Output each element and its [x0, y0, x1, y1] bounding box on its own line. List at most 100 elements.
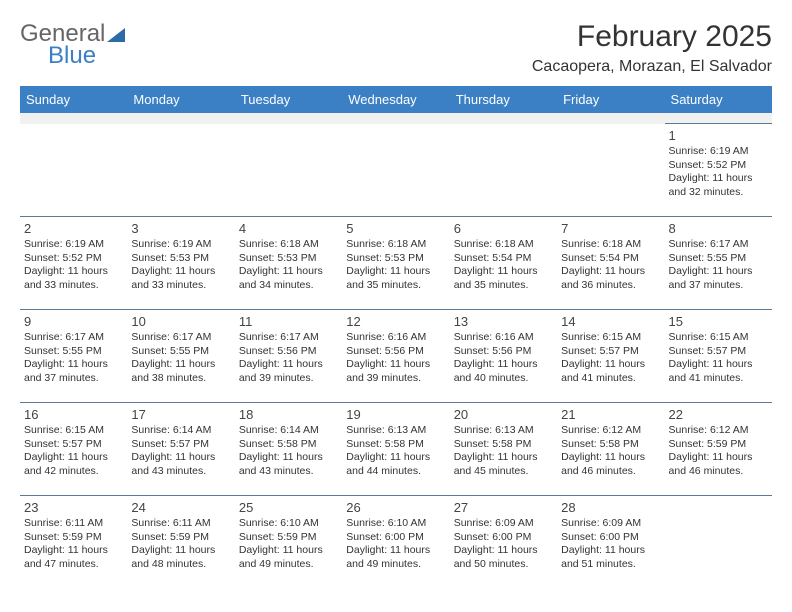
day-info: Sunrise: 6:11 AMSunset: 5:59 PMDaylight:… [24, 517, 123, 572]
day-cell [20, 124, 127, 217]
location: Cacaopera, Morazan, El Salvador [532, 58, 772, 76]
day-info: Sunrise: 6:19 AMSunset: 5:52 PMDaylight:… [24, 238, 123, 293]
day-info: Sunrise: 6:16 AMSunset: 5:56 PMDaylight:… [454, 331, 553, 386]
day-info: Sunrise: 6:17 AMSunset: 5:56 PMDaylight:… [239, 331, 338, 386]
day-number: 6 [454, 221, 553, 236]
daylight-text: Daylight: 11 hours and 41 minutes. [669, 358, 768, 385]
day-info: Sunrise: 6:10 AMSunset: 5:59 PMDaylight:… [239, 517, 338, 572]
day-cell: 21Sunrise: 6:12 AMSunset: 5:58 PMDayligh… [557, 403, 664, 496]
daylight-text: Daylight: 11 hours and 33 minutes. [131, 265, 230, 292]
day-cell [665, 496, 772, 589]
sunrise-text: Sunrise: 6:15 AM [24, 424, 123, 438]
day-number: 14 [561, 314, 660, 329]
day-cell [342, 124, 449, 217]
week-row: 1Sunrise: 6:19 AMSunset: 5:52 PMDaylight… [20, 124, 772, 217]
day-info: Sunrise: 6:17 AMSunset: 5:55 PMDaylight:… [131, 331, 230, 386]
day-number: 28 [561, 500, 660, 515]
daylight-text: Daylight: 11 hours and 46 minutes. [669, 451, 768, 478]
day-cell: 28Sunrise: 6:09 AMSunset: 6:00 PMDayligh… [557, 496, 664, 589]
sunrise-text: Sunrise: 6:16 AM [454, 331, 553, 345]
day-cell: 13 Sunrise: 6:16 AMSunset: 5:56 PMDayligh… [450, 310, 557, 403]
col-wednesday: Wednesday [342, 86, 449, 113]
day-number: 9 [24, 314, 123, 329]
col-tuesday: Tuesday [235, 86, 342, 113]
day-cell [450, 124, 557, 217]
sunset-text: Sunset: 5:55 PM [669, 252, 768, 266]
daylight-text: Daylight: 11 hours and 35 minutes. [346, 265, 445, 292]
day-cell: 8 Sunrise: 6:17 AMSunset: 5:55 PMDaylight… [665, 217, 772, 310]
day-number: 12 [346, 314, 445, 329]
day-cell: 10Sunrise: 6:17 AMSunset: 5:55 PMDayligh… [127, 310, 234, 403]
day-info: Sunrise: 6:11 AMSunset: 5:59 PMDaylight:… [131, 517, 230, 572]
day-cell: 1Sunrise: 6:19 AMSunset: 5:52 PMDaylight… [665, 124, 772, 217]
day-number: 25 [239, 500, 338, 515]
sunrise-text: Sunrise: 6:11 AM [131, 517, 230, 531]
week-row: 2Sunrise: 6:19 AMSunset: 5:52 PMDaylight… [20, 217, 772, 310]
sunrise-text: Sunrise: 6:09 AM [561, 517, 660, 531]
day-info: Sunrise: 6:13 AMSunset: 5:58 PMDaylight:… [346, 424, 445, 479]
day-number: 4 [239, 221, 338, 236]
day-number: 7 [561, 221, 660, 236]
day-info: Sunrise: 6:17 AMSunset: 5:55 PMDaylight:… [669, 238, 768, 293]
week-row: 23Sunrise: 6:11 AMSunset: 5:59 PMDayligh… [20, 496, 772, 589]
daylight-text: Daylight: 11 hours and 34 minutes. [239, 265, 338, 292]
day-cell: 20Sunrise: 6:13 AMSunset: 5:58 PMDayligh… [450, 403, 557, 496]
sunrise-text: Sunrise: 6:17 AM [24, 331, 123, 345]
day-cell: 23Sunrise: 6:11 AMSunset: 5:59 PMDayligh… [20, 496, 127, 589]
day-info: Sunrise: 6:12 AMSunset: 5:58 PMDaylight:… [561, 424, 660, 479]
header: General Blue February 2025 Cacaopera, Mo… [20, 20, 772, 76]
sunrise-text: Sunrise: 6:09 AM [454, 517, 553, 531]
sunset-text: Sunset: 6:00 PM [454, 531, 553, 545]
sunrise-text: Sunrise: 6:18 AM [454, 238, 553, 252]
day-info: Sunrise: 6:18 AMSunset: 5:53 PMDaylight:… [346, 238, 445, 293]
day-info: Sunrise: 6:15 AMSunset: 5:57 PMDaylight:… [669, 331, 768, 386]
sunrise-text: Sunrise: 6:15 AM [669, 331, 768, 345]
day-cell: 9Sunrise: 6:17 AMSunset: 5:55 PMDaylight… [20, 310, 127, 403]
day-cell: 4Sunrise: 6:18 AMSunset: 5:53 PMDaylight… [235, 217, 342, 310]
day-info: Sunrise: 6:12 AMSunset: 5:59 PMDaylight:… [669, 424, 768, 479]
sunset-text: Sunset: 5:56 PM [454, 345, 553, 359]
day-cell [557, 124, 664, 217]
sunset-text: Sunset: 5:54 PM [454, 252, 553, 266]
sunset-text: Sunset: 5:58 PM [239, 438, 338, 452]
sunset-text: Sunset: 5:59 PM [239, 531, 338, 545]
sunset-text: Sunset: 5:59 PM [669, 438, 768, 452]
day-cell [235, 124, 342, 217]
day-number: 3 [131, 221, 230, 236]
sunrise-text: Sunrise: 6:18 AM [561, 238, 660, 252]
daylight-text: Daylight: 11 hours and 43 minutes. [131, 451, 230, 478]
day-info: Sunrise: 6:09 AMSunset: 6:00 PMDaylight:… [454, 517, 553, 572]
logo-triangle-icon [107, 28, 125, 42]
sunset-text: Sunset: 5:55 PM [24, 345, 123, 359]
day-info: Sunrise: 6:13 AMSunset: 5:58 PMDaylight:… [454, 424, 553, 479]
day-cell: 22Sunrise: 6:12 AMSunset: 5:59 PMDayligh… [665, 403, 772, 496]
sunrise-text: Sunrise: 6:10 AM [346, 517, 445, 531]
day-cell: 12Sunrise: 6:16 AMSunset: 5:56 PMDayligh… [342, 310, 449, 403]
day-info: Sunrise: 6:15 AMSunset: 5:57 PMDaylight:… [24, 424, 123, 479]
day-cell: 26Sunrise: 6:10 AMSunset: 6:00 PMDayligh… [342, 496, 449, 589]
day-cell: 11Sunrise: 6:17 AMSunset: 5:56 PMDayligh… [235, 310, 342, 403]
sunrise-text: Sunrise: 6:19 AM [24, 238, 123, 252]
day-number: 13 [454, 314, 553, 329]
sunset-text: Sunset: 5:56 PM [239, 345, 338, 359]
day-info: Sunrise: 6:14 AMSunset: 5:58 PMDaylight:… [239, 424, 338, 479]
daylight-text: Daylight: 11 hours and 35 minutes. [454, 265, 553, 292]
sunrise-text: Sunrise: 6:11 AM [24, 517, 123, 531]
day-number: 16 [24, 407, 123, 422]
day-number: 8 [669, 221, 768, 236]
day-cell [127, 124, 234, 217]
sunset-text: Sunset: 5:59 PM [131, 531, 230, 545]
day-info: Sunrise: 6:14 AMSunset: 5:57 PMDaylight:… [131, 424, 230, 479]
sunset-text: Sunset: 5:58 PM [346, 438, 445, 452]
sunrise-text: Sunrise: 6:15 AM [561, 331, 660, 345]
daylight-text: Daylight: 11 hours and 40 minutes. [454, 358, 553, 385]
sunrise-text: Sunrise: 6:14 AM [239, 424, 338, 438]
sunset-text: Sunset: 5:57 PM [561, 345, 660, 359]
day-info: Sunrise: 6:19 AMSunset: 5:52 PMDaylight:… [669, 145, 768, 200]
day-cell: 27Sunrise: 6:09 AMSunset: 6:00 PMDayligh… [450, 496, 557, 589]
sunset-text: Sunset: 5:53 PM [239, 252, 338, 266]
sunset-text: Sunset: 6:00 PM [346, 531, 445, 545]
sunset-text: Sunset: 5:52 PM [669, 159, 768, 173]
day-cell: 5Sunrise: 6:18 AMSunset: 5:53 PMDaylight… [342, 217, 449, 310]
title-block: February 2025 Cacaopera, Morazan, El Sal… [532, 20, 772, 76]
